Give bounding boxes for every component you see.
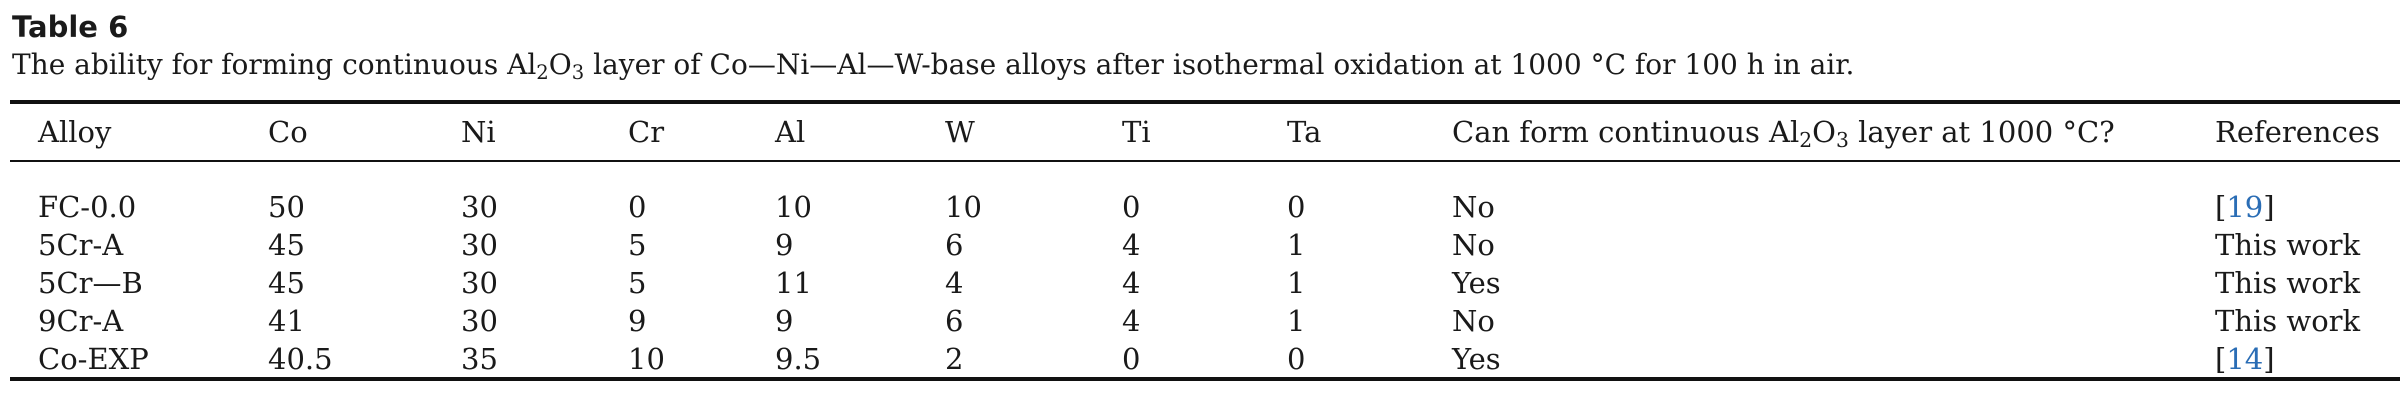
cell-al: 9 [775, 304, 794, 338]
cell-can-form: No [1452, 190, 1495, 224]
header-ti: Ti [1122, 115, 1151, 149]
cell-cr: 10 [628, 342, 665, 376]
title-subscript: 3 [571, 60, 585, 84]
cell-co: 41 [268, 304, 305, 338]
cell-reference: This work [2215, 304, 2361, 338]
header-text-part: Can form continuous Al [1452, 115, 1800, 149]
ref-bracket-open: [ [2215, 190, 2227, 224]
header-ta: Ta [1287, 115, 1322, 149]
cell-co: 45 [268, 228, 305, 262]
header-cr: Cr [628, 115, 665, 149]
cell-ti: 0 [1122, 342, 1141, 376]
alloy-table: Alloy Co Ni Cr Al W Ti Ta Can form conti… [10, 104, 2400, 378]
cell-ta: 1 [1287, 266, 1306, 300]
ref-bracket-open: [ [2215, 342, 2227, 376]
cell-can-form: No [1452, 228, 1495, 262]
cell-ni: 30 [461, 266, 498, 300]
cell-co: 45 [268, 266, 305, 300]
cell-ni: 30 [461, 190, 498, 224]
cell-ni: 30 [461, 304, 498, 338]
cell-alloy: 9Cr-A [38, 304, 124, 338]
cell-ta: 0 [1287, 190, 1306, 224]
cell-can-form: Yes [1452, 266, 1501, 300]
cell-reference: [14] [2187, 340, 2400, 378]
cell-ta: 1 [1287, 228, 1306, 262]
ref-bracket-close: ] [2263, 190, 2275, 224]
header-can-form: Can form continuous Al2O3 layer at 1000 … [1424, 104, 2187, 160]
cell-ti: 4 [1122, 304, 1141, 338]
reference-link[interactable]: 14 [2226, 342, 2264, 376]
header-al: Al [775, 115, 806, 149]
cell-cr: 0 [628, 190, 647, 224]
table-header-rule [10, 160, 2400, 162]
cell-w: 6 [945, 304, 964, 338]
cell-ta: 0 [1287, 342, 1306, 376]
cell-reference: [19] [2187, 160, 2400, 226]
cell-co: 40.5 [268, 342, 333, 376]
header-alloy: Alloy [38, 115, 112, 149]
cell-ti: 4 [1122, 228, 1141, 262]
header-ni: Ni [461, 115, 496, 149]
title-subscript: 2 [536, 60, 549, 84]
header-text-part: layer at 1000 °C? [1848, 115, 2115, 149]
cell-w: 2 [945, 342, 964, 376]
header-text-part: O [1812, 115, 1836, 149]
cell-alloy: Co-EXP [38, 342, 149, 376]
cell-co: 50 [268, 190, 305, 224]
title-text-part: O [548, 48, 572, 81]
cell-reference: This work [2215, 266, 2361, 300]
cell-al: 9.5 [775, 342, 822, 376]
cell-ni: 30 [461, 228, 498, 262]
cell-w: 4 [945, 266, 964, 300]
cell-can-form: No [1452, 304, 1495, 338]
reference-link[interactable]: 19 [2226, 190, 2264, 224]
table-row: 9Cr-A 41 30 9 9 6 4 1 No This work [10, 302, 2400, 340]
cell-ti: 0 [1122, 190, 1141, 224]
table-title: The ability for forming continuous Al2O3… [12, 46, 2392, 84]
table-row: 5Cr-A 45 30 5 9 6 4 1 No This work [10, 226, 2400, 264]
cell-al: 9 [775, 228, 794, 262]
header-subscript: 3 [1835, 128, 1849, 153]
cell-ni: 35 [461, 342, 498, 376]
table-bottom-rule [10, 377, 2400, 381]
header-co: Co [268, 115, 308, 149]
cell-cr: 5 [628, 228, 647, 262]
header-references: References [2215, 115, 2380, 149]
table-top-rule [10, 100, 2400, 104]
table-header-row: Alloy Co Ni Cr Al W Ti Ta Can form conti… [10, 104, 2400, 160]
table-caption: Table 6 The ability for forming continuo… [12, 8, 2392, 84]
title-text-part: layer of Co—Ni—Al—W-base alloys after is… [584, 48, 1855, 81]
table-row: FC-0.0 50 30 0 10 10 0 0 No [19] [10, 160, 2400, 226]
cell-cr: 5 [628, 266, 647, 300]
cell-can-form: Yes [1452, 342, 1501, 376]
cell-alloy: FC-0.0 [38, 190, 137, 224]
table-row: Co-EXP 40.5 35 10 9.5 2 0 0 Yes [14] [10, 340, 2400, 378]
header-subscript: 2 [1799, 128, 1813, 153]
cell-w: 10 [945, 190, 982, 224]
cell-w: 6 [945, 228, 964, 262]
cell-ta: 1 [1287, 304, 1306, 338]
table-row: 5Cr—B 45 30 5 11 4 4 1 Yes This work [10, 264, 2400, 302]
cell-al: 11 [775, 266, 812, 300]
cell-cr: 9 [628, 304, 647, 338]
cell-reference: This work [2215, 228, 2361, 262]
cell-alloy: 5Cr-A [38, 228, 124, 262]
ref-bracket-close: ] [2263, 342, 2275, 376]
cell-ti: 4 [1122, 266, 1141, 300]
header-w: W [945, 115, 975, 149]
cell-alloy: 5Cr—B [38, 266, 143, 300]
cell-al: 10 [775, 190, 812, 224]
title-text-part: The ability for forming continuous Al [12, 48, 537, 81]
table-label: Table 6 [12, 10, 129, 44]
